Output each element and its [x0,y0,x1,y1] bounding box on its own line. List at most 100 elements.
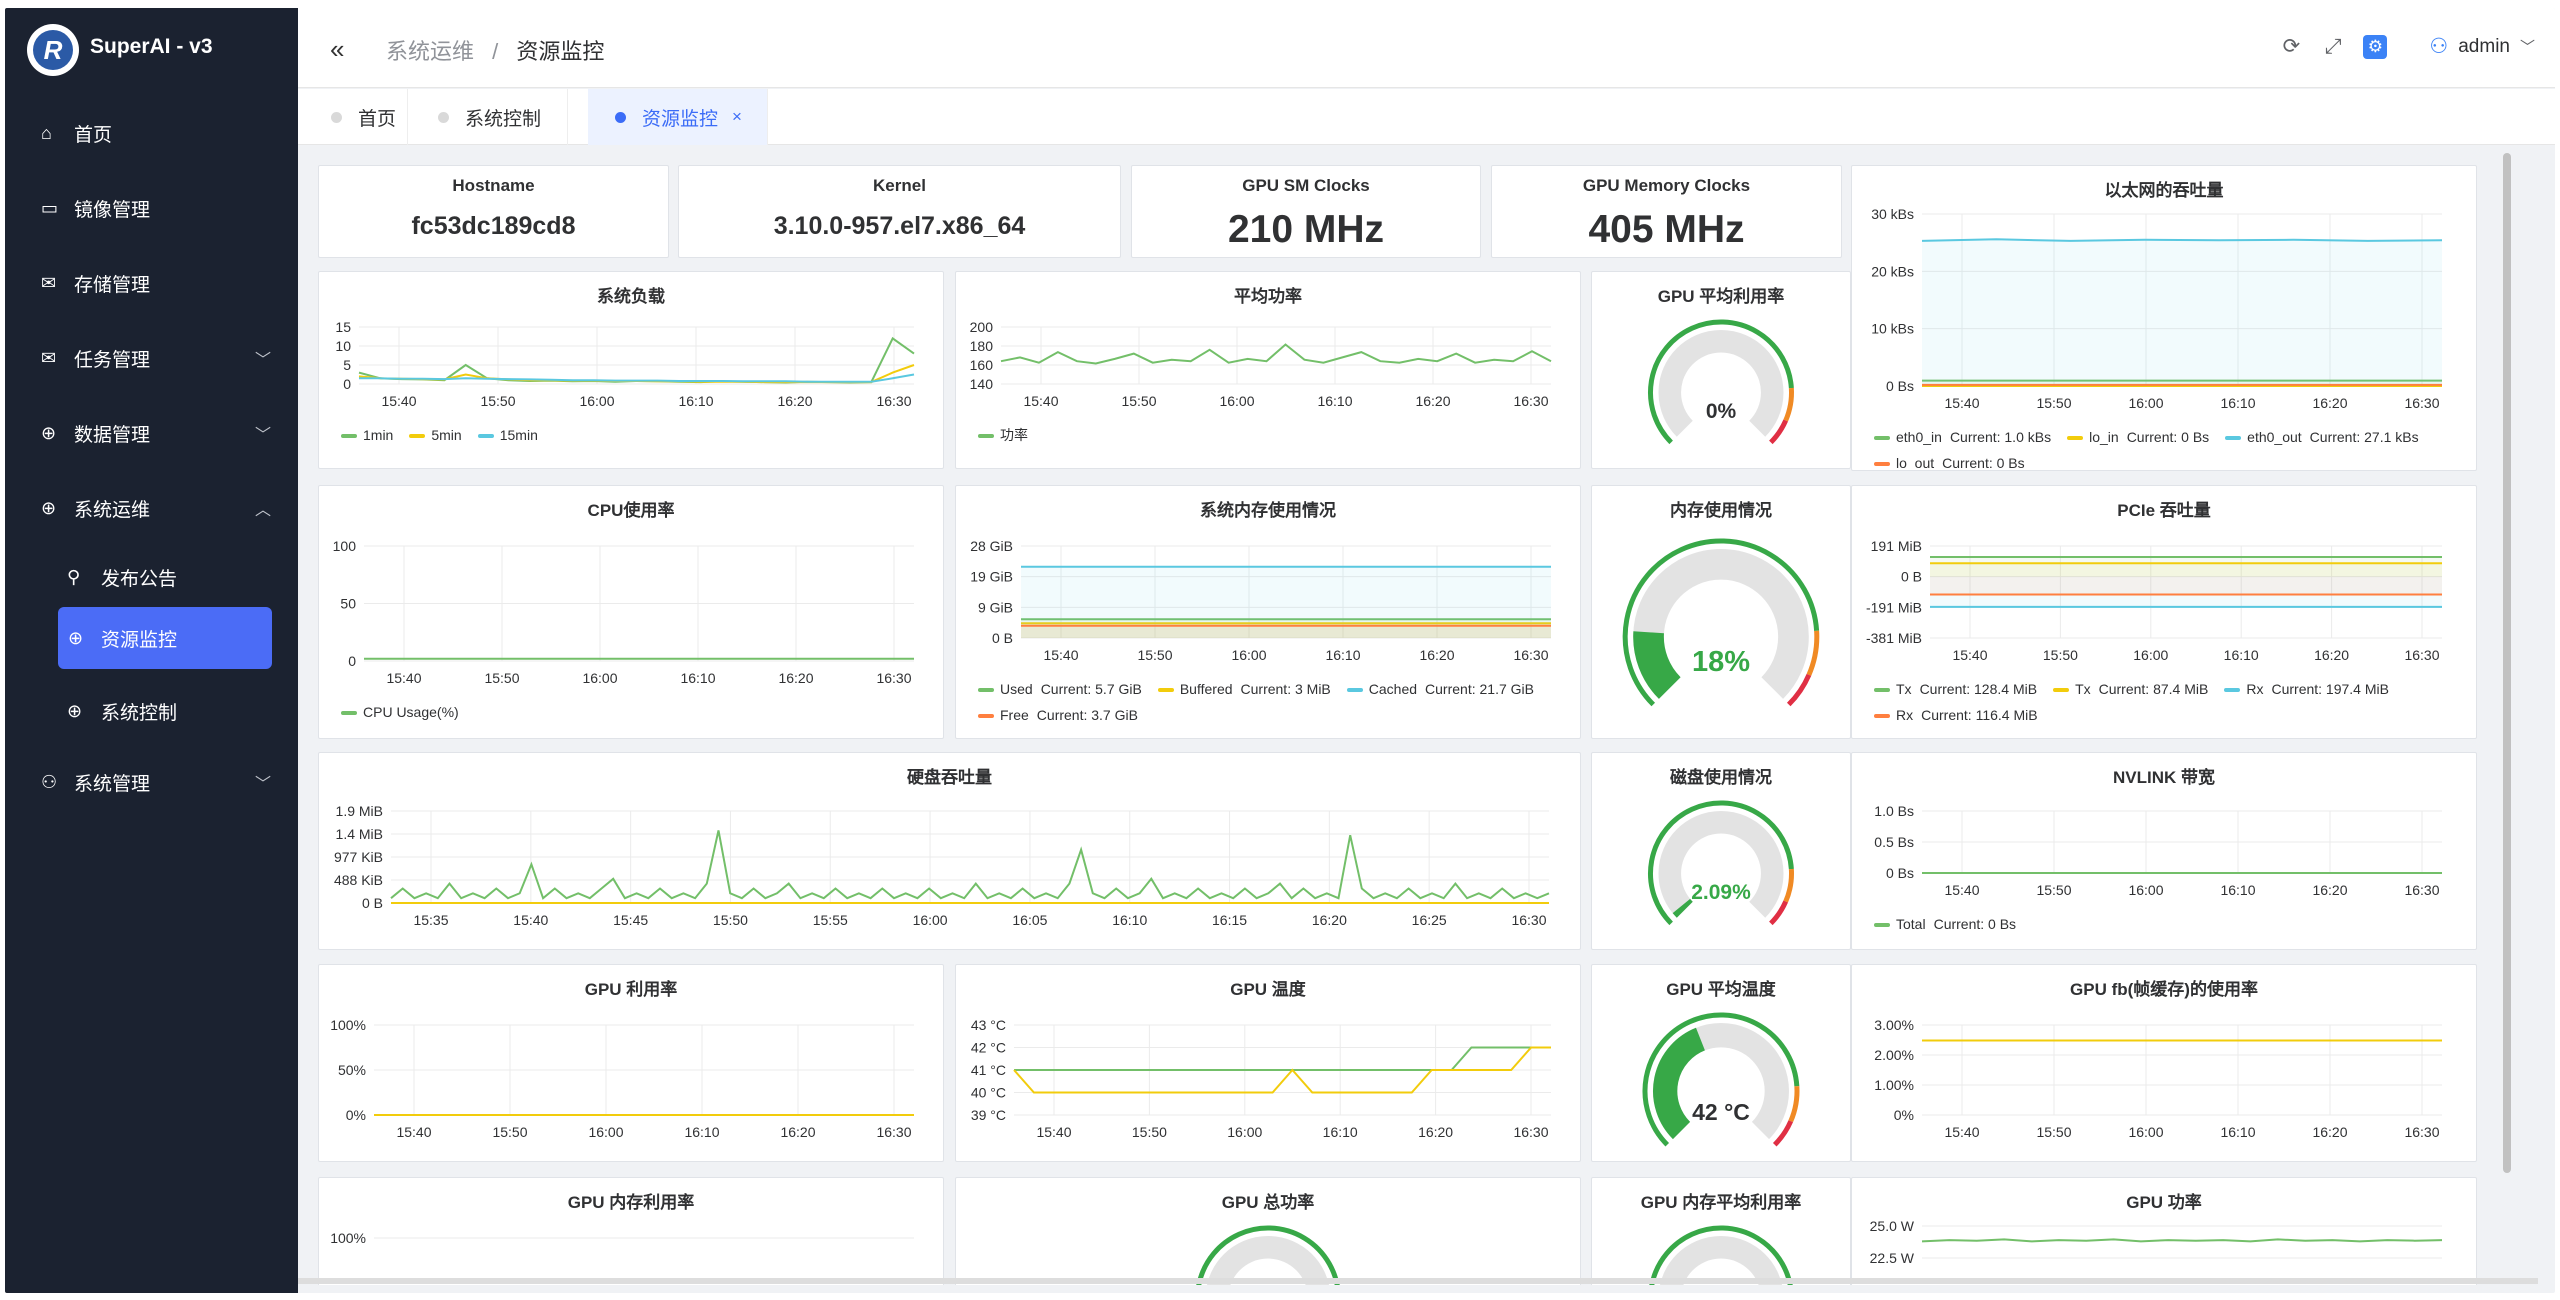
kernel-value: 3.10.0-957.el7.x86_64 [773,212,1026,240]
legend-item[interactable]: eth0_in Current: 1.0 kBs [1874,429,2051,445]
legend-label: lo_in [2089,429,2119,445]
gauge-threshold-green [1648,800,1794,926]
x-tick-label: 15:50 [1137,647,1172,663]
breadcrumb-item[interactable]: 系统运维 [386,39,475,64]
series-line-1min [358,336,915,384]
vertical-scrollbar[interactable] [2503,153,2511,1173]
app-logo[interactable]: R [27,24,79,76]
legend-swatch [2224,688,2241,693]
user-menu[interactable]: ⚇ admin ﹀ [2429,34,2535,59]
legend-item[interactable]: Rx Current: 197.4 MiB [2224,681,2389,697]
sidebar-item-tasks[interactable]: ✉ 任务管理 ﹀ [5,330,298,386]
x-tick-label: 16:20 [1415,393,1450,409]
gear-icon[interactable]: ⚙ [2363,34,2388,59]
gauge-threshold-orange [1806,630,1820,676]
refresh-icon[interactable]: ⟳ [2282,35,2301,58]
y-tick-label: 1.4 MiB [336,826,383,842]
legend-label: eth0_out [2247,429,2302,445]
legend-item[interactable]: Rx Current: 116.4 MiB [1874,707,2038,723]
fullscreen-icon[interactable]: ⤢ [2325,34,2342,58]
header-actions: ⟳ ⤢ ⚙ ⚇ admin ﹀ [2279,34,2535,59]
legend-item[interactable]: eth0_out Current: 27.1 kBs [2225,429,2419,445]
tab-resource-monitor[interactable]: 资源监控 × [588,89,768,145]
location-icon: ⚲ [67,566,81,587]
panel-title: GPU fb(帧缓存)的使用率 [2070,980,2258,999]
mem-clocks-panel: GPU Memory Clocks 405 MHz [1491,165,1842,258]
legend-item[interactable]: Cached Current: 21.7 GiB [1346,681,1534,697]
x-tick-label: 16:00 [2128,395,2163,411]
sidebar-item-control[interactable]: ⊕ 系统控制 [5,683,298,739]
legend-item[interactable]: Tx Current: 87.4 MiB [2053,681,2208,697]
x-tick-label: 15:50 [1121,393,1156,409]
panel-title: GPU 温度 [1230,980,1306,999]
x-tick-label: 15:35 [413,912,448,928]
legend-swatch [1157,688,1174,693]
sidebar-item-storage[interactable]: ✉ 存储管理 [5,255,298,311]
x-tick-label: 16:10 [1112,912,1147,928]
sidebar-item-ops[interactable]: ⊕ 系统运维 ︿ [5,480,298,536]
avg-power-panel: 平均功率 200 180 160 140 15:40 15:50 16:00 16:10 16:2… [955,271,1581,469]
legend-item[interactable]: 15min [477,427,538,443]
chart-svg: 43 °C 42 °C 41 °C 40 °C 39 °C 15:40 15:50 16:00… [971,1017,1551,1140]
x-tick-label: 16:30 [876,1124,911,1140]
legend-swatch [1874,436,1890,441]
legend-swatch [1874,462,1890,467]
gauge-value: 2.09% [1691,880,1751,904]
legend-item[interactable]: Used Current: 5.7 GiB [978,681,1142,697]
user-icon: ⚇ [41,771,58,792]
legend-item[interactable]: 5min [409,427,462,443]
legend-item[interactable]: Total Current: 0 Bs [1874,916,2016,932]
gpu-avg-temp-panel: GPU 平均温度 42 °C [1591,964,1851,1162]
panel-title: 磁盘使用情况 [1670,768,1772,787]
tab-system-control[interactable]: 系统控制 [408,89,568,145]
sidebar-item-announcement[interactable]: ⚲ 发布公告 [5,549,298,605]
tab-home[interactable]: 首页 [298,89,408,145]
x-tick-label: 15:50 [2036,882,2071,898]
x-tick-label: 16:10 [1317,393,1352,409]
legend-item[interactable]: lo_out Current: 0 Bs [1874,455,2025,470]
chart-legend: 1min 5min 15min [341,422,925,448]
legend-item[interactable]: 1min [341,427,393,443]
y-tick-label: 100% [330,1017,366,1033]
panel-title: GPU 功率 [2126,1193,2202,1212]
pcie-throughput-panel: PCIe 吞吐量 191 MiB 0 B -191 MiB -381 MiB 15:40 1… [1851,485,2477,739]
sidebar-item-system[interactable]: ⚇ 系统管理 ﹀ [5,754,298,810]
legend-label: Tx [2075,681,2091,697]
y-tick-label: 50 [340,596,356,612]
x-tick-label: 16:00 [2128,1124,2163,1140]
x-tick-label: 16:30 [2404,1124,2439,1140]
horizontal-scrollbar[interactable] [298,1278,2538,1284]
chart-legend: eth0_in Current: 1.0 kBs lo_in Current: 0 B… [1874,424,2458,470]
legend-item[interactable]: Free Current: 3.7 GiB [978,707,1138,723]
sidebar-item-data[interactable]: ⊕ 数据管理 ﹀ [5,405,298,461]
disk-throughput-panel: 硬盘吞吐量 1.9 MiB 1.4 MiB 977 KiB 488 KiB 0 B 15:3… [318,752,1581,950]
legend-item[interactable]: lo_in Current: 0 Bs [2067,429,2209,445]
collapse-sidebar-icon[interactable]: « [330,34,345,64]
series-area [1930,576,2442,595]
mem-clocks-value: 405 MHz [1588,208,1745,251]
legend-item[interactable]: Buffered Current: 3 MiB [1157,681,1331,697]
series-line-power [1921,1238,2443,1243]
panel-title: NVLINK 带宽 [2113,768,2215,787]
legend-item[interactable]: Tx Current: 128.4 MiB [1874,681,2037,697]
y-tick-label: 5 [343,357,351,373]
y-tick-label: 0 B [992,630,1013,646]
y-tick-label: 30 kBs [1871,206,1914,222]
sidebar-item-images[interactable]: ▭ 镜像管理 [5,180,298,236]
legend-item[interactable]: 功率 [978,427,1028,443]
legend-swatch [2053,688,2070,693]
y-tick-label: 42 °C [971,1040,1006,1056]
sidebar-item-monitor[interactable]: ⊕ 资源监控 [58,607,272,669]
tab-label: 系统控制 [465,108,542,130]
sidebar-item-home[interactable]: ⌂ 首页 [5,105,298,161]
series-area [1021,625,1551,638]
legend-item[interactable]: CPU Usage(%) [341,704,459,720]
x-tick-label: 15:40 [1944,1124,1979,1140]
close-icon[interactable]: × [732,107,742,126]
legend-current: Current: 128.4 MiB [1919,681,2038,697]
sm-clocks-value: 210 MHz [1227,208,1385,251]
y-tick-label: 977 KiB [334,849,383,865]
ops-icon: ⊕ [41,497,57,518]
y-tick-label: 22.5 W [1870,1250,1915,1266]
y-tick-label: 50% [338,1062,366,1078]
